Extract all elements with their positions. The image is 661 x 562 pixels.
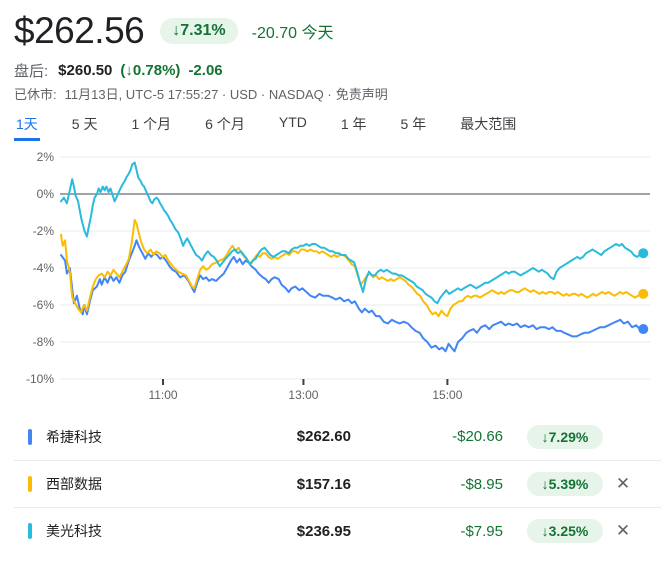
series-end-dot-西部数据	[638, 288, 649, 299]
series-color-bar	[28, 476, 32, 492]
after-hours-price: $260.50	[58, 61, 113, 79]
market-status-label: 已休市:	[14, 86, 57, 102]
stock-name: 美光科技	[46, 523, 102, 539]
remove-stock-button[interactable]: ✕	[615, 521, 631, 540]
stock-name: 西部数据	[46, 476, 102, 492]
stock-chart[interactable]: 2% 0% -2% -4% -6% -8% -10% 11:00 13:00 15:00	[14, 141, 661, 402]
tab-range-最大范围[interactable]: 最大范围	[460, 116, 517, 132]
y-axis-label: -6%	[33, 298, 55, 312]
stock-price: $157.16	[296, 475, 351, 493]
series-color-bar	[28, 523, 32, 539]
y-axis-label: -8%	[33, 335, 55, 349]
market-status-row: 已休市: 11月13日, UTC-5 17:55:27 · USD · NASD…	[14, 84, 661, 102]
comparison-row-西部数据[interactable]: 西部数据 $157.16 -$8.95 ↓5.39% ✕	[14, 460, 661, 507]
stock-price: $262.60	[296, 428, 351, 445]
tab-range-1个月[interactable]: 1 个月	[131, 116, 172, 132]
series-line-希捷科技	[60, 239, 645, 353]
disclaimer-link[interactable]: 免责声明	[335, 86, 388, 102]
stock-percent-badge: ↓3.25%	[527, 519, 603, 543]
after-hours-row: 盘后: $260.50 (↓0.78%) -2.06	[14, 60, 661, 80]
tab-range-5年[interactable]: 5 年	[400, 116, 427, 132]
price-change-today: -20.70 今天	[251, 25, 334, 42]
stock-percent-badge: ↓7.29%	[527, 424, 603, 449]
tab-range-6个月[interactable]: 6 个月	[205, 116, 245, 132]
stock-name: 希捷科技	[46, 428, 102, 445]
stock-change: -$8.95	[460, 475, 503, 493]
current-price: $262.56	[14, 10, 145, 51]
tab-range-YTD[interactable]: YTD	[278, 114, 307, 130]
after-hours-change: -2.06	[188, 61, 223, 79]
after-hours-label: 盘后:	[14, 62, 49, 80]
series-line-美光科技	[60, 161, 645, 305]
remove-stock-button[interactable]: ✕	[615, 474, 631, 493]
y-axis-label: -4%	[33, 261, 55, 275]
series-end-dot-美光科技	[638, 248, 649, 259]
x-axis-label: 15:00	[432, 388, 462, 399]
price-header: $262.56 ↓7.31% -20.70 今天	[14, 10, 661, 52]
series-color-bar	[28, 428, 32, 445]
stock-change: -$20.66	[452, 428, 503, 445]
market-status-info: 11月13日, UTC-5 17:55:27 · USD · NASDAQ ·	[64, 86, 332, 102]
price-change-percent-badge: ↓7.31%	[160, 18, 238, 44]
y-axis-label: -2%	[33, 224, 55, 238]
tab-range-1天[interactable]: 1天	[14, 112, 40, 141]
x-axis-label: 13:00	[288, 388, 318, 399]
tab-range-1年[interactable]: 1 年	[340, 116, 367, 132]
tab-range-5天[interactable]: 5 天	[71, 116, 98, 132]
time-range-tabs: 1天 5 天 1 个月 6 个月 YTD 1 年 5 年 最大范围	[14, 112, 661, 141]
y-axis-label: 2%	[37, 150, 55, 164]
series-end-dot-希捷科技	[638, 324, 649, 335]
stock-change: -$7.95	[460, 522, 503, 540]
y-axis-label: 0%	[37, 187, 55, 201]
series-line-西部数据	[60, 218, 645, 318]
comparison-row-希捷科技[interactable]: 希捷科技 $262.60 -$20.66 ↓7.29%	[14, 413, 661, 460]
y-axis-label: -10%	[26, 372, 54, 386]
after-hours-percent: (↓0.78%)	[120, 61, 181, 79]
stock-percent-badge: ↓5.39%	[527, 472, 603, 496]
x-axis-label: 11:00	[148, 388, 177, 399]
comparison-row-美光科技[interactable]: 美光科技 $236.95 -$7.95 ↓3.25% ✕	[14, 507, 661, 554]
comparison-list: 希捷科技 $262.60 -$20.66 ↓7.29% 西部数据 $157.16 -$8.9…	[14, 413, 661, 554]
stock-price: $236.95	[296, 522, 351, 540]
